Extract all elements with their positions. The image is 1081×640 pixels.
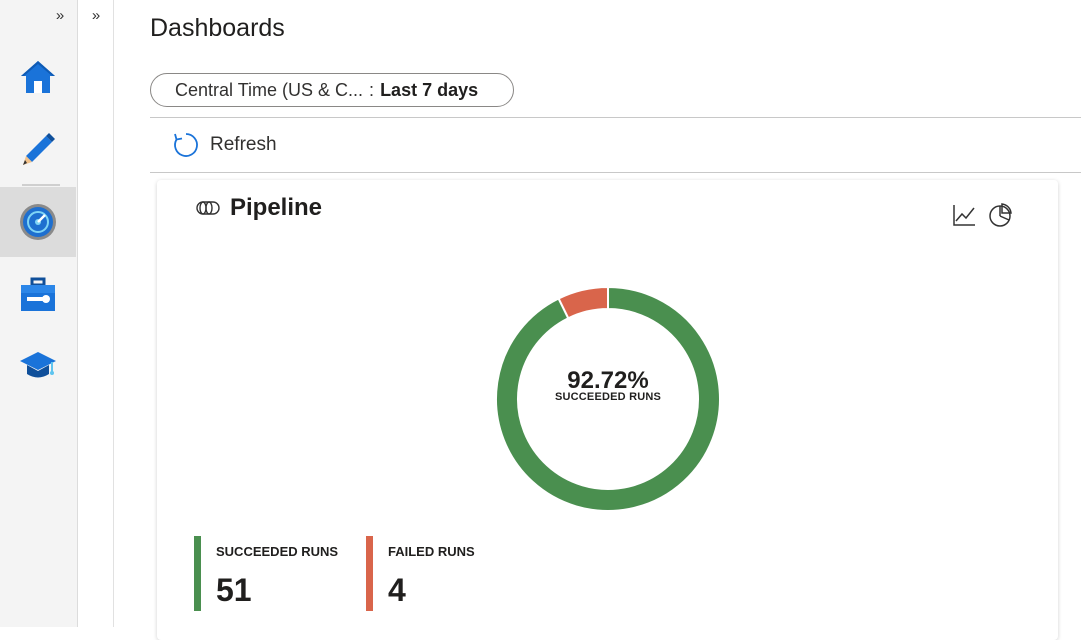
monitor-gauge-icon bbox=[20, 204, 56, 240]
stat-color-bar bbox=[366, 536, 373, 611]
stat-value: 51 bbox=[216, 572, 252, 608]
donut-percent: 92.72% bbox=[567, 367, 649, 394]
nav-home[interactable] bbox=[0, 42, 76, 112]
pencil-icon bbox=[23, 133, 55, 165]
donut-slice-failed-runs[interactable] bbox=[557, 286, 609, 320]
nav-author[interactable] bbox=[0, 113, 76, 183]
time-range-filter[interactable]: Central Time (US & C... : Last 7 days bbox=[150, 73, 514, 107]
toolbox-icon bbox=[21, 277, 55, 311]
left-nav-rail: » bbox=[0, 0, 78, 627]
refresh-label: Refresh bbox=[210, 134, 277, 155]
expand-nav-button[interactable]: » bbox=[55, 7, 65, 24]
card-title: Pipeline bbox=[230, 194, 323, 221]
donut-label: SUCCEEDED RUNS bbox=[554, 391, 662, 403]
divider bbox=[150, 117, 1081, 118]
donut-slice-succeeded-runs[interactable] bbox=[495, 286, 721, 512]
pie-chart-icon[interactable] bbox=[987, 202, 1013, 228]
nav-divider bbox=[22, 184, 60, 186]
secondary-pane: » bbox=[78, 0, 114, 627]
expand-pane-button[interactable]: » bbox=[91, 7, 101, 24]
stat-label: FAILED RUNS bbox=[388, 544, 475, 559]
nav-learning-center[interactable] bbox=[0, 330, 76, 400]
line-chart-icon[interactable] bbox=[951, 202, 977, 228]
nav-monitor[interactable] bbox=[0, 187, 76, 257]
divider bbox=[150, 172, 1081, 173]
pipeline-card: Pipeline 92.72% SUCCEEDED RUNS SUCCEEDED… bbox=[157, 180, 1058, 640]
time-range-value: Last 7 days bbox=[380, 79, 479, 100]
nav-manage[interactable] bbox=[0, 260, 76, 330]
stat-color-bar bbox=[194, 536, 201, 611]
stat-value: 4 bbox=[388, 572, 406, 608]
timezone-label: Central Time (US & C... bbox=[175, 79, 364, 100]
refresh-button[interactable]: Refresh bbox=[172, 130, 277, 160]
refresh-icon bbox=[174, 133, 198, 157]
filter-separator: : bbox=[369, 79, 375, 100]
page-title: Dashboards bbox=[150, 14, 285, 42]
donut-chart bbox=[495, 286, 721, 512]
graduation-cap-icon bbox=[20, 352, 56, 378]
stat-label: SUCCEEDED RUNS bbox=[216, 544, 339, 559]
pipeline-icon bbox=[196, 201, 220, 215]
home-icon bbox=[21, 61, 55, 93]
